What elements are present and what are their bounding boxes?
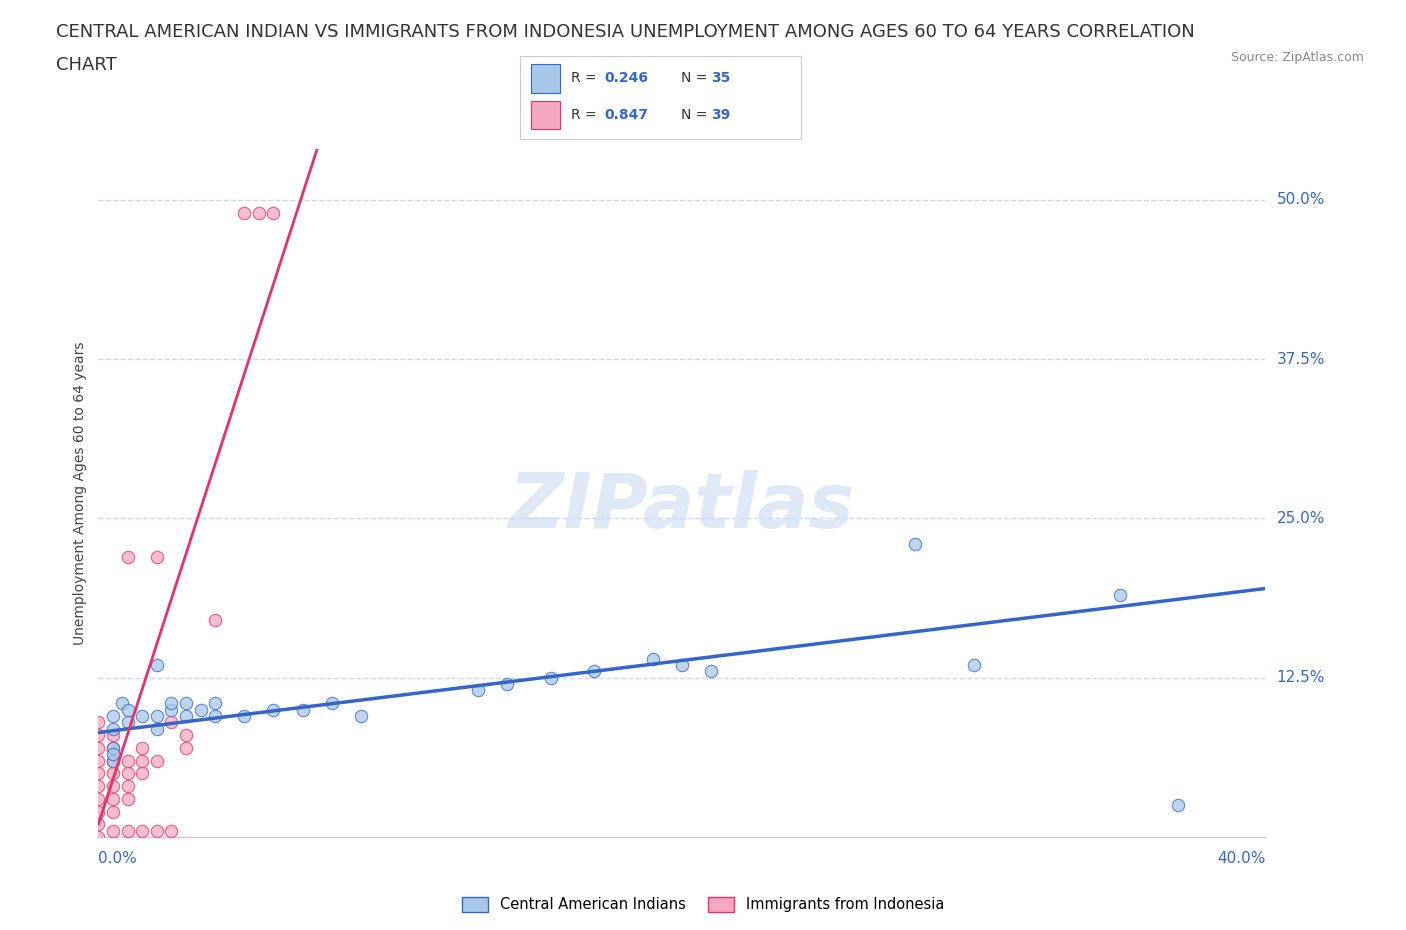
Point xyxy=(101,823,124,838)
Point xyxy=(146,658,169,672)
Point xyxy=(87,804,110,819)
Text: N =: N = xyxy=(681,72,711,86)
Point xyxy=(117,765,139,780)
Text: 39: 39 xyxy=(711,108,731,122)
Point xyxy=(247,206,270,220)
Point xyxy=(101,740,124,755)
Point xyxy=(350,709,373,724)
Point xyxy=(131,765,153,780)
Point xyxy=(174,740,197,755)
Point xyxy=(101,753,124,768)
Point xyxy=(87,778,110,793)
Point xyxy=(87,727,110,742)
Text: 40.0%: 40.0% xyxy=(1218,851,1265,866)
Point xyxy=(160,715,183,730)
Point xyxy=(87,753,110,768)
Text: CHART: CHART xyxy=(56,56,117,73)
Text: ZIPatlas: ZIPatlas xyxy=(509,470,855,544)
Point xyxy=(146,550,169,565)
Point xyxy=(262,702,284,717)
Point xyxy=(233,709,256,724)
Point xyxy=(174,727,197,742)
Point xyxy=(321,696,343,711)
Point xyxy=(131,823,153,838)
Point xyxy=(117,550,139,565)
Point xyxy=(904,537,927,551)
Point xyxy=(131,709,153,724)
Point xyxy=(87,740,110,755)
Point xyxy=(117,778,139,793)
Point xyxy=(1167,798,1189,813)
Point xyxy=(204,613,226,628)
Point xyxy=(101,804,124,819)
Point xyxy=(101,778,124,793)
Point xyxy=(101,791,124,806)
Point xyxy=(641,651,664,666)
Point xyxy=(204,709,226,724)
Point xyxy=(101,740,124,755)
Point xyxy=(117,715,139,730)
Point xyxy=(146,722,169,737)
Point xyxy=(1108,588,1130,603)
Y-axis label: Unemployment Among Ages 60 to 64 years: Unemployment Among Ages 60 to 64 years xyxy=(73,341,87,644)
Text: 35: 35 xyxy=(711,72,731,86)
Point xyxy=(262,206,284,220)
Text: N =: N = xyxy=(681,108,711,122)
Text: CENTRAL AMERICAN INDIAN VS IMMIGRANTS FROM INDONESIA UNEMPLOYMENT AMONG AGES 60 : CENTRAL AMERICAN INDIAN VS IMMIGRANTS FR… xyxy=(56,23,1195,41)
Text: 50.0%: 50.0% xyxy=(1277,193,1324,207)
Point xyxy=(233,206,256,220)
Legend: Central American Indians, Immigrants from Indonesia: Central American Indians, Immigrants fro… xyxy=(456,891,950,918)
Text: R =: R = xyxy=(571,72,600,86)
Point xyxy=(101,765,124,780)
Point xyxy=(131,740,153,755)
Text: Source: ZipAtlas.com: Source: ZipAtlas.com xyxy=(1230,51,1364,64)
Point xyxy=(190,702,212,717)
Text: 0.847: 0.847 xyxy=(605,108,648,122)
Point xyxy=(101,747,124,762)
Point xyxy=(101,727,124,742)
Point xyxy=(101,722,124,737)
Text: 0.0%: 0.0% xyxy=(98,851,138,866)
Point xyxy=(87,817,110,831)
Point xyxy=(160,696,183,711)
Point xyxy=(111,696,134,711)
Point xyxy=(117,791,139,806)
Point xyxy=(117,823,139,838)
Point xyxy=(174,709,197,724)
Point xyxy=(131,753,153,768)
Point xyxy=(671,658,693,672)
Point xyxy=(146,709,169,724)
Point xyxy=(87,791,110,806)
Point xyxy=(101,709,124,724)
Point xyxy=(160,702,183,717)
Point xyxy=(101,753,124,768)
Point xyxy=(87,830,110,844)
Point xyxy=(117,753,139,768)
Text: R =: R = xyxy=(571,108,600,122)
Point xyxy=(160,823,183,838)
Point xyxy=(146,753,169,768)
Point xyxy=(583,664,606,679)
Point xyxy=(540,671,562,685)
Point xyxy=(117,702,139,717)
Point xyxy=(962,658,984,672)
Point xyxy=(87,765,110,780)
Point xyxy=(291,702,314,717)
Text: 25.0%: 25.0% xyxy=(1277,511,1324,525)
Point xyxy=(87,715,110,730)
Point xyxy=(204,696,226,711)
Point xyxy=(174,696,197,711)
Bar xyxy=(531,101,560,129)
Point xyxy=(495,677,517,692)
Bar xyxy=(531,64,560,93)
Point xyxy=(146,823,169,838)
Text: 0.246: 0.246 xyxy=(605,72,648,86)
Text: 12.5%: 12.5% xyxy=(1277,671,1324,685)
Text: 37.5%: 37.5% xyxy=(1277,352,1324,366)
Point xyxy=(700,664,723,679)
Point xyxy=(467,683,489,698)
